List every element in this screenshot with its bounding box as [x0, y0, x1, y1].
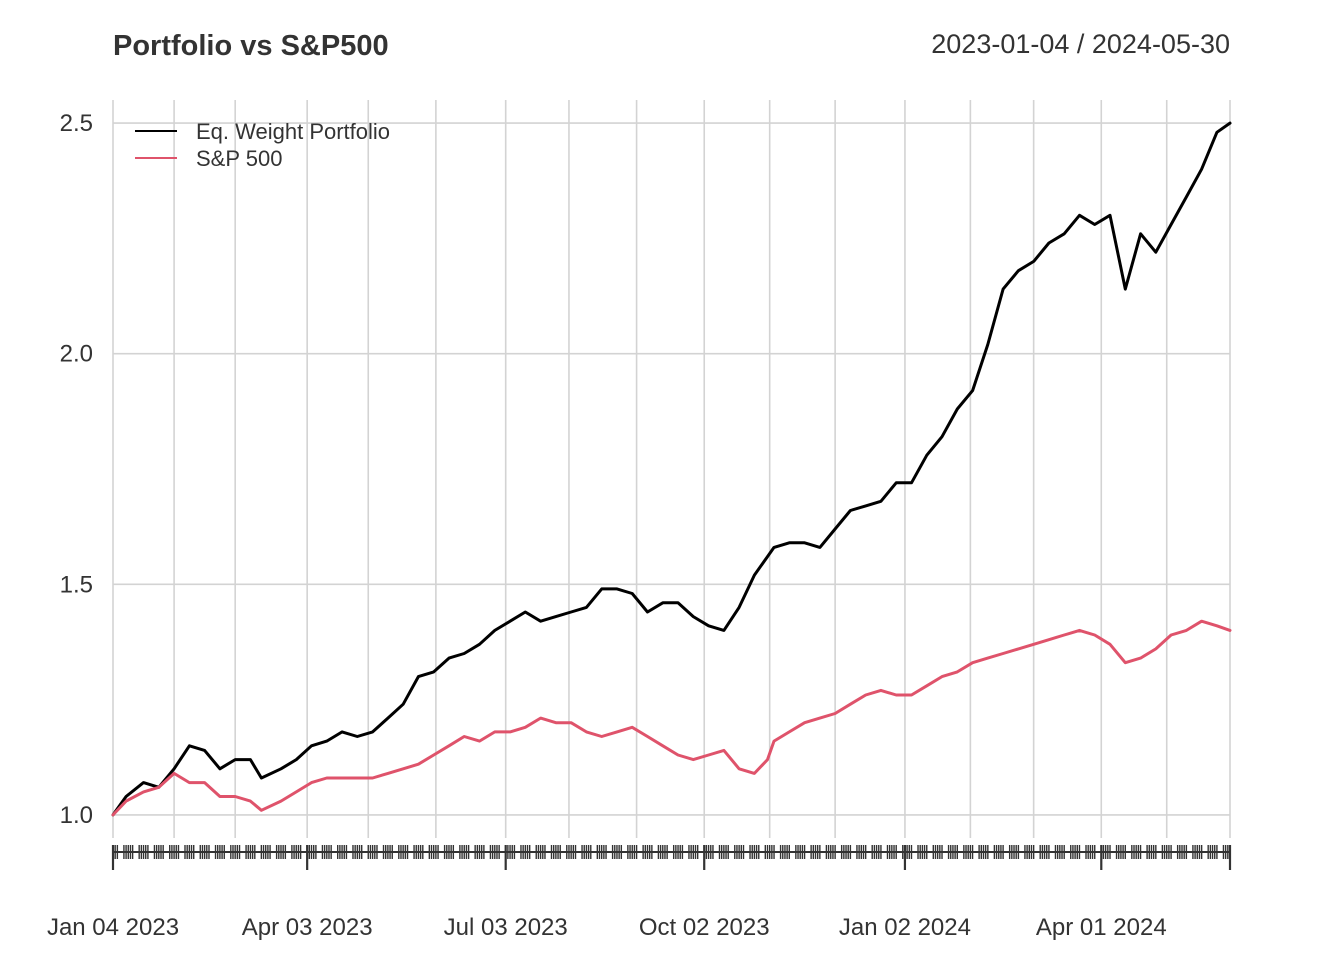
- x-tick-label: Jul 03 2023: [444, 914, 568, 941]
- grid: [112, 100, 1231, 838]
- x-tick-label: Jan 02 2024: [839, 914, 971, 941]
- y-tick-label: 1.0: [60, 802, 93, 829]
- legend-label: Eq. Weight Portfolio: [196, 119, 390, 144]
- chart-title: Portfolio vs S&P500: [113, 30, 389, 62]
- axes: 1.0 1.5 2.0 2.5 Jan 04 2023 Apr 03 2023 Jul 03…: [47, 110, 1232, 941]
- date-range-label: 2023-01-04 / 2024-05-30: [931, 29, 1230, 59]
- x-tick-label: Apr 01 2024: [1036, 914, 1167, 941]
- x-tick-label: Jan 04 2023: [47, 914, 179, 941]
- y-tick-label: 2.5: [60, 110, 93, 137]
- series-line-sp500: [111, 619, 1232, 817]
- x-tick-label: Apr 03 2023: [242, 914, 373, 941]
- legend-label: S&P 500: [196, 146, 282, 171]
- y-tick-label: 1.5: [60, 571, 93, 598]
- x-tick-label: Oct 02 2023: [639, 914, 770, 941]
- series-layer: [111, 121, 1232, 817]
- series-line-portfolio: [111, 121, 1232, 817]
- y-tick-label: 2.0: [60, 341, 93, 368]
- x-axis-rug: [112, 845, 1231, 859]
